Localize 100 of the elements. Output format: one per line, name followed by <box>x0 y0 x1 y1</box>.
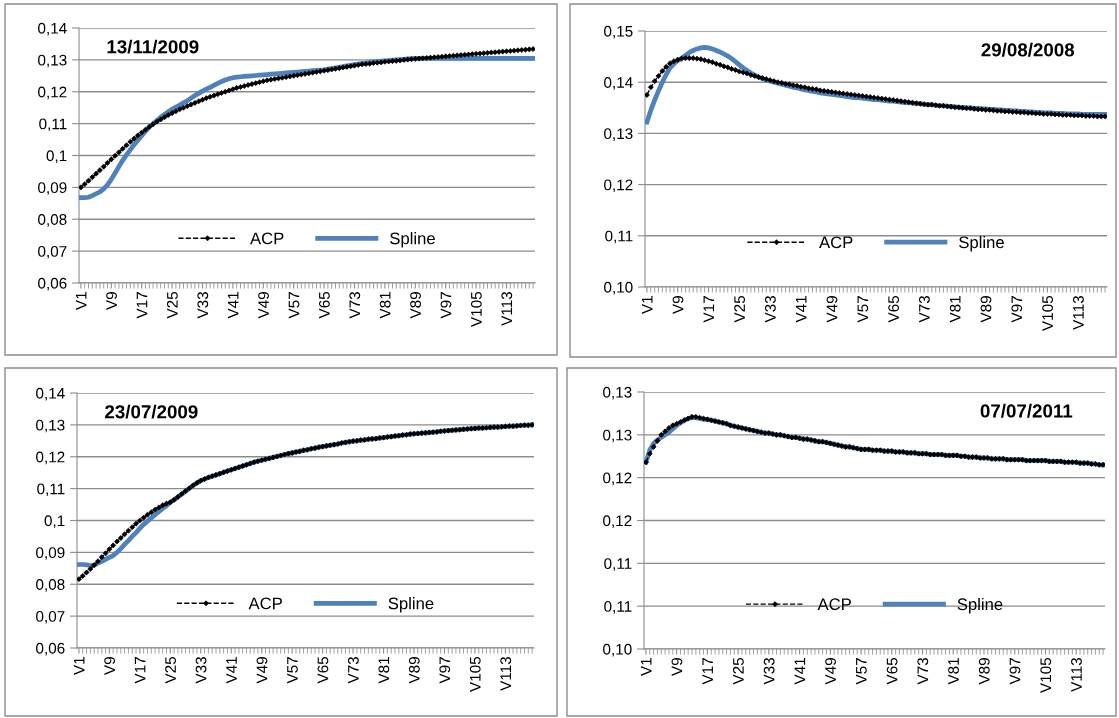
y-tick-label: 0,09 <box>36 547 65 560</box>
y-tick-label: 0,12 <box>604 179 633 193</box>
x-tick-label: V113 <box>1071 658 1082 692</box>
y-tick-label: 0,10 <box>604 281 633 295</box>
x-tick-label: V65 <box>317 656 329 684</box>
x-tick-label: V73 <box>917 658 929 685</box>
chart-title: 23/07/2009 <box>105 404 198 419</box>
x-tick-label: V25 <box>734 295 746 323</box>
legend-label: ACP <box>248 597 282 610</box>
chart-title: 29/08/2008 <box>981 42 1075 57</box>
x-tick-label: V1 <box>75 292 87 310</box>
y-tick-label: 0,11 <box>37 483 65 497</box>
x-tick-label: V49 <box>258 292 269 319</box>
x-tick-label: V49 <box>256 657 268 684</box>
x-tick-label: V113 <box>500 657 512 691</box>
x-tick-label: V65 <box>318 291 330 319</box>
x-tick-label: V41 <box>795 296 807 323</box>
y-tick-label: 0,15 <box>604 25 633 39</box>
y-tick-label: 0,10 <box>603 643 632 657</box>
x-tick-label: V105 <box>469 656 481 692</box>
x-tick-label: V17 <box>134 657 146 684</box>
x-tick-label: V97 <box>1009 658 1021 685</box>
x-tick-label: V9 <box>106 292 117 310</box>
x-tick-label: V25 <box>732 657 744 685</box>
x-tick-label: V17 <box>703 296 715 323</box>
y-tick-label: 0,11 <box>39 118 67 132</box>
x-tick-label: V1 <box>641 296 653 314</box>
y-tick-label: 0,06 <box>36 642 65 656</box>
y-tick-label: 0,13 <box>603 386 632 400</box>
y-tick-label: 0,13 <box>604 128 633 141</box>
y-tick-label: 0,13 <box>36 419 65 433</box>
y-tick-label: 0,12 <box>38 86 67 100</box>
x-tick-label: V81 <box>378 657 390 684</box>
y-tick-label: 0,11 <box>604 558 632 571</box>
y-tick-label: 0,12 <box>603 472 632 486</box>
x-tick-label: V1 <box>640 658 652 676</box>
legend-label: Spline <box>388 597 434 613</box>
x-tick-label: V33 <box>197 292 209 319</box>
legend-label: Spline <box>957 597 1003 614</box>
x-tick-label: V49 <box>825 658 837 685</box>
x-tick-label: V73 <box>349 292 361 319</box>
y-tick-label: 0,1 <box>44 515 65 528</box>
x-tick-label: V1 <box>73 657 85 675</box>
x-tick-label: V113 <box>1072 296 1084 330</box>
legend-label: ACP <box>250 232 284 245</box>
x-tick-label: V105 <box>1040 657 1052 693</box>
x-tick-label: V17 <box>702 658 713 685</box>
legend-label: ACP <box>817 598 851 611</box>
x-tick-label: V65 <box>888 295 900 323</box>
y-tick-label: 0,13 <box>38 54 67 68</box>
y-tick-label: 0,07 <box>36 610 65 624</box>
x-tick-label: V89 <box>980 296 992 323</box>
legend-label: Spline <box>390 232 435 248</box>
x-tick-label: V9 <box>104 657 116 675</box>
x-tick-label: V9 <box>671 658 683 676</box>
x-tick-label: V17 <box>136 292 148 319</box>
x-tick-label: V113 <box>501 292 513 326</box>
x-tick-label: V33 <box>764 296 776 323</box>
y-tick-label: 0,12 <box>36 451 65 465</box>
x-tick-label: V57 <box>857 296 869 323</box>
y-tick-label: 0,11 <box>605 230 633 244</box>
x-tick-label: V97 <box>440 292 452 319</box>
y-tick-label: 0,14 <box>36 387 65 401</box>
x-tick-label: V73 <box>347 657 359 684</box>
x-tick-label: V33 <box>763 658 775 685</box>
x-tick-label: V25 <box>165 656 176 684</box>
x-tick-label: V81 <box>948 658 959 685</box>
y-tick-label: 0,14 <box>38 22 67 36</box>
x-tick-label: V41 <box>226 657 237 684</box>
x-tick-label: V105 <box>470 291 482 327</box>
y-tick-label: 0,09 <box>38 182 67 195</box>
y-tick-label: 0,07 <box>38 245 67 259</box>
y-tick-label: 0,13 <box>603 429 632 443</box>
x-tick-label: V9 <box>672 296 684 314</box>
x-tick-label: V89 <box>408 657 420 684</box>
x-tick-label: V65 <box>886 657 898 685</box>
x-tick-label: V41 <box>794 658 806 685</box>
y-tick-label: 0,12 <box>603 515 632 528</box>
x-tick-label: V89 <box>978 658 990 685</box>
x-tick-label: V25 <box>166 291 178 319</box>
y-tick-label: 0,08 <box>38 214 67 227</box>
legend-label: ACP <box>819 236 853 249</box>
x-tick-label: V57 <box>287 657 298 684</box>
x-tick-label: V81 <box>379 292 391 319</box>
y-tick-label: 0,14 <box>604 77 633 90</box>
text: 07/07/2011 <box>980 403 1073 418</box>
y-tick-label: 0,08 <box>36 579 65 592</box>
x-tick-label: V81 <box>949 296 961 323</box>
x-tick-label: V73 <box>918 296 930 323</box>
x-tick-label: V97 <box>439 657 451 684</box>
chart-title: 13/11/2009 <box>107 39 199 54</box>
x-tick-label: V57 <box>288 292 300 319</box>
x-tick-label: V33 <box>195 657 207 684</box>
x-tick-label: V97 <box>1011 296 1023 323</box>
x-tick-label: V41 <box>227 292 239 319</box>
x-tick-label: V57 <box>856 658 867 685</box>
y-tick-label: 0,06 <box>38 277 67 291</box>
x-tick-label: V89 <box>410 292 421 319</box>
x-tick-label: V105 <box>1042 295 1054 331</box>
legend-label: Spline <box>959 235 1004 252</box>
